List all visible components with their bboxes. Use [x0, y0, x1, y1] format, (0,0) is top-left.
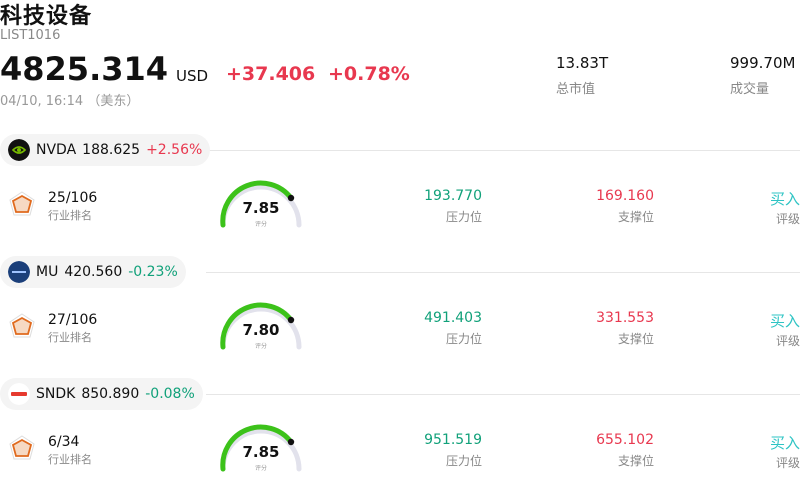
row-divider: [206, 394, 800, 395]
radar-chart-icon[interactable]: [8, 434, 36, 462]
score-value: 7.85: [242, 199, 280, 217]
rating-buy-link[interactable]: 买入: [769, 312, 800, 330]
row-divider: [206, 150, 800, 151]
market-cap-label: 总市值: [556, 82, 596, 97]
resistance-value: 193.770: [424, 188, 482, 204]
radar-chart-icon[interactable]: [8, 312, 36, 340]
score-gauge: [216, 422, 306, 474]
page-title: 科技设备: [0, 4, 93, 29]
industry-rank-label: 行业排名: [48, 331, 92, 344]
nvidia-logo-icon: [8, 139, 30, 161]
score-label: 评分: [254, 221, 267, 228]
stock-pill-mu[interactable]: MU 420.560 -0.23%: [0, 256, 186, 288]
industry-rank-label: 行业排名: [48, 453, 92, 466]
support-value: 331.553: [596, 310, 654, 326]
score-gauge: [216, 300, 306, 352]
score-gauge: [216, 178, 306, 230]
stock-change-pct: -0.23%: [128, 264, 178, 280]
timestamp: 04/10, 16:14 （美东）: [0, 94, 140, 109]
price-change: +37.406: [226, 63, 316, 85]
stock-change-pct: -0.08%: [145, 386, 195, 402]
resistance-value: 491.403: [424, 310, 482, 326]
support-label: 支撑位: [617, 332, 654, 346]
price-change-pct: +0.78%: [328, 63, 410, 85]
stock-ticker: MU: [36, 264, 59, 280]
support-value: 655.102: [596, 432, 654, 448]
score-label: 评分: [254, 465, 267, 472]
market-cap-value: 13.83T: [556, 54, 609, 72]
rating-label: 评级: [775, 456, 800, 470]
micron-logo-icon: [8, 261, 30, 283]
industry-rank-value: 6/34: [48, 434, 80, 450]
stock-price: 420.560: [64, 264, 123, 280]
rating-label: 评级: [775, 212, 800, 226]
score-value: 7.80: [242, 321, 280, 339]
stock-change-pct: +2.56%: [146, 142, 203, 158]
stock-ticker: SNDK: [36, 386, 76, 402]
resistance-label: 压力位: [445, 454, 482, 468]
rating-label: 评级: [775, 334, 800, 348]
resistance-value: 951.519: [424, 432, 482, 448]
sandisk-logo-icon: [8, 383, 30, 405]
rating-buy-link[interactable]: 买入: [769, 190, 800, 208]
row-divider: [206, 272, 800, 273]
currency-label: USD: [176, 67, 209, 85]
rating-buy-link[interactable]: 买入: [769, 434, 800, 452]
volume-value: 999.70M: [730, 54, 796, 72]
stock-pill-sndk[interactable]: SNDK 850.890 -0.08%: [0, 378, 203, 410]
stock-ticker: NVDA: [36, 142, 77, 158]
support-value: 169.160: [596, 188, 654, 204]
support-label: 支撑位: [617, 210, 654, 224]
index-code: LIST1016: [0, 28, 61, 43]
industry-rank-label: 行业排名: [48, 209, 92, 222]
resistance-label: 压力位: [445, 332, 482, 346]
resistance-label: 压力位: [445, 210, 482, 224]
volume-label: 成交量: [730, 82, 770, 97]
industry-rank-value: 25/106: [48, 190, 98, 206]
industry-rank-value: 27/106: [48, 312, 98, 328]
score-label: 评分: [254, 343, 267, 350]
stock-price: 188.625: [82, 142, 141, 158]
score-value: 7.85: [242, 443, 280, 461]
index-price: 4825.314: [0, 50, 169, 88]
stock-pill-nvda[interactable]: NVDA 188.625 +2.56%: [0, 134, 211, 166]
radar-chart-icon[interactable]: [8, 190, 36, 218]
support-label: 支撑位: [617, 454, 654, 468]
stock-price: 850.890: [81, 386, 140, 402]
